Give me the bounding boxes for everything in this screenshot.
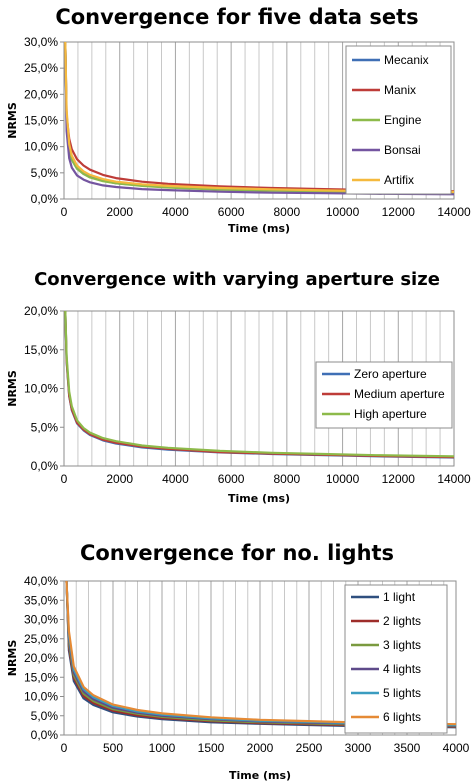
y-tick-label: 40,0%	[24, 574, 58, 588]
y-tick-label: 5,0%	[31, 420, 59, 434]
chart-five-data-sets: Convergence for five data sets 0,0% 5,0% 10…	[0, 0, 474, 255]
legend-label-3-lights: 3 lights	[383, 638, 421, 652]
y-axis-title: NRMS	[6, 640, 19, 677]
x-tick-label: 2000	[247, 741, 274, 755]
series-line-high-aperture	[64, 310, 455, 458]
y-tick-label: 25,0%	[24, 61, 58, 75]
chart-aperture-size: Convergence with varying aperture size 0,…	[0, 262, 474, 507]
x-axis-title: Time (ms)	[229, 769, 291, 782]
chart-no-lights: Convergence for no. lights 0,0% 5,0% 10,0% 1…	[0, 530, 474, 783]
x-tick-label: 2500	[296, 741, 323, 755]
y-axis-title: NRMS	[6, 370, 19, 407]
legend-label-artifix: Artifix	[384, 173, 414, 187]
chart-title: Convergence for five data sets	[55, 5, 418, 29]
y-tick-label: 25,0%	[24, 632, 58, 646]
x-tick-label: 14000	[437, 205, 471, 219]
x-tick-label: 8000	[274, 472, 301, 486]
chart-title: Convergence for no. lights	[80, 541, 394, 565]
legend-label-bonsai: Bonsai	[384, 143, 421, 157]
series-line-manix	[64, 41, 455, 193]
x-tick-label: 4000	[443, 741, 470, 755]
legend-label-4-lights: 4 lights	[383, 662, 421, 676]
x-tick-label: 6000	[218, 205, 245, 219]
y-tick-label: 20,0%	[24, 304, 58, 318]
legend-label-5-lights: 5 lights	[383, 686, 421, 700]
y-tick-label: 10,0%	[24, 690, 58, 704]
x-axis-title: Time (ms)	[228, 222, 290, 235]
x-tick-label: 500	[103, 741, 123, 755]
legend-label-zero-aperture: Zero aperture	[354, 367, 427, 381]
x-tick-label: 4000	[162, 205, 189, 219]
y-tick-label: 15,0%	[24, 343, 58, 357]
y-tick-label: 20,0%	[24, 87, 58, 101]
y-tick-label: 30,0%	[24, 613, 58, 627]
legend-label-engine: Engine	[384, 113, 422, 127]
x-tick-label: 0	[61, 741, 68, 755]
x-tick-label: 10000	[326, 205, 360, 219]
y-tick-label: 5,0%	[31, 166, 59, 180]
y-tick-label: 15,0%	[24, 114, 58, 128]
y-tick-label: 10,0%	[24, 382, 58, 396]
series-line-bonsai	[64, 41, 455, 196]
x-tick-label: 4000	[162, 472, 189, 486]
x-axis-title: Time (ms)	[228, 492, 290, 505]
legend-label-high-aperture: High aperture	[354, 407, 427, 421]
x-tick-label: 12000	[382, 472, 416, 486]
x-tick-label: 1500	[198, 741, 225, 755]
y-axis-title: NRMS	[6, 102, 19, 139]
series-line-artifix	[64, 41, 455, 193]
x-tick-label: 2000	[106, 472, 133, 486]
x-tick-label: 1000	[149, 741, 176, 755]
y-tick-label: 0,0%	[31, 728, 59, 742]
y-tick-label: 30,0%	[24, 35, 58, 49]
x-tick-label: 6000	[218, 472, 245, 486]
chart-title: Convergence with varying aperture size	[34, 269, 440, 290]
y-tick-label: 5,0%	[31, 709, 59, 723]
y-tick-label: 20,0%	[24, 651, 58, 665]
x-tick-label: 0	[61, 472, 68, 486]
chart-five-data-sets-svg: Convergence for five data sets 0,0% 5,0% 10…	[6, 5, 471, 235]
y-tick-label: 35,0%	[24, 593, 58, 607]
y-tick-label: 10,0%	[24, 140, 58, 154]
y-tick-label: 0,0%	[31, 459, 59, 473]
legend-label-6-lights: 6 lights	[383, 710, 421, 724]
y-tick-label: 0,0%	[31, 192, 59, 206]
x-tick-label: 2000	[106, 205, 133, 219]
x-tick-label: 14000	[437, 472, 471, 486]
legend-label-2-lights: 2 lights	[383, 614, 421, 628]
y-tick-label: 15,0%	[24, 670, 58, 684]
legend-label-mecanix: Mecanix	[384, 53, 429, 67]
x-tick-label: 12000	[382, 205, 416, 219]
x-tick-label: 3000	[345, 741, 372, 755]
chart-no-lights-svg: Convergence for no. lights 0,0% 5,0% 10,0% 1…	[6, 541, 470, 782]
legend-label-1-light: 1 light	[383, 590, 416, 604]
legend-label-manix: Manix	[384, 83, 416, 97]
x-tick-label: 8000	[274, 205, 301, 219]
x-tick-label: 3500	[394, 741, 421, 755]
legend-label-medium-aperture: Medium aperture	[354, 387, 445, 401]
chart-aperture-size-svg: Convergence with varying aperture size 0,…	[6, 269, 471, 505]
x-tick-label: 0	[61, 205, 68, 219]
legend-box	[344, 584, 448, 734]
x-tick-label: 10000	[326, 472, 360, 486]
